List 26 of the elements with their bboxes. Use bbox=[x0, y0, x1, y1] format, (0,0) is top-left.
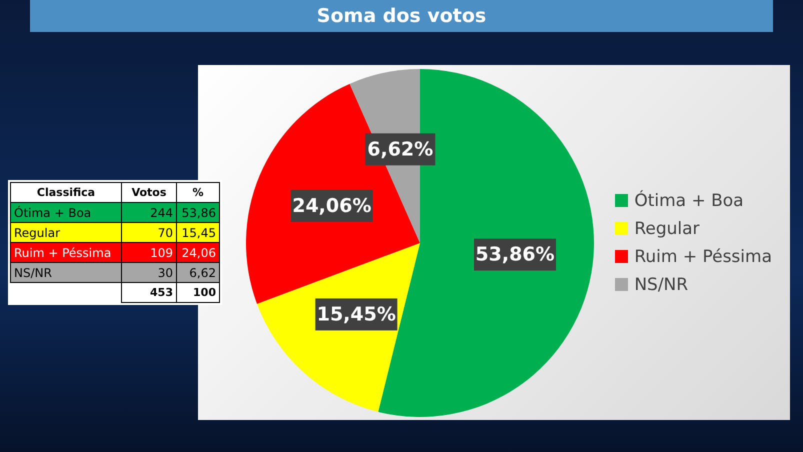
category-label: Ruim + Péssima bbox=[10, 242, 122, 262]
text: 453 bbox=[122, 282, 176, 302]
text: % bbox=[176, 182, 220, 202]
text: 53,86 bbox=[176, 202, 220, 222]
category-label: NS/NR bbox=[10, 262, 122, 282]
text: 24,06 bbox=[176, 242, 220, 262]
data-label: 24,06% bbox=[292, 194, 372, 217]
text: Classifica bbox=[10, 182, 122, 202]
legend-label: Ótima + Boa bbox=[634, 189, 744, 212]
data-label: 6,62% bbox=[367, 138, 434, 160]
chart-title: Soma dos votos bbox=[30, 0, 773, 32]
category-label: Regular bbox=[10, 222, 122, 242]
legend-label: NS/NR bbox=[634, 274, 688, 296]
data-label: 15,45% bbox=[316, 303, 396, 326]
data-label: 30 bbox=[122, 262, 176, 282]
text: 15,45 bbox=[176, 222, 220, 242]
data-label: 70 bbox=[122, 222, 176, 242]
data-label: 53,86% bbox=[475, 244, 555, 266]
category-label: Ótima + Boa bbox=[10, 202, 122, 222]
legend-label: Votos bbox=[122, 182, 176, 202]
legend-label: Ruim + Péssima bbox=[634, 246, 772, 268]
text: 100 bbox=[176, 282, 220, 302]
text: 6,62 bbox=[176, 262, 220, 282]
legend-label: Regular bbox=[634, 218, 700, 240]
data-label: 244 bbox=[122, 202, 176, 222]
data-label: 109 bbox=[122, 242, 176, 262]
